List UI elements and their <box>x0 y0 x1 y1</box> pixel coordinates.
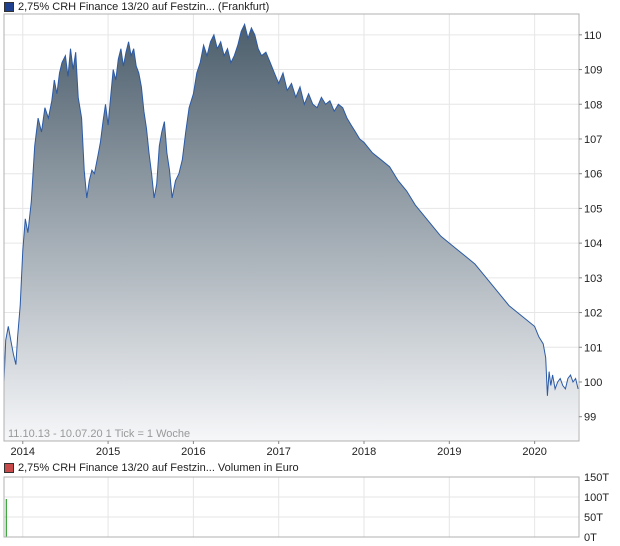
y-tick-label: 107 <box>584 134 602 146</box>
price-frame <box>3 13 580 442</box>
x-tick-label: 2015 <box>96 446 120 458</box>
y-tick-label: 108 <box>584 99 602 111</box>
x-tick-label: 2016 <box>181 446 205 458</box>
price-panel: 99 100 101 102 103 104 105 106 107 108 109 110 2014… <box>3 13 602 458</box>
y-tick-label: 105 <box>584 203 602 215</box>
volume-y-tick-label: 50T <box>584 512 603 524</box>
volume-frame <box>3 476 580 538</box>
price-x-axis: 2014 2015 2016 2017 2018 2019 2020 <box>11 441 547 458</box>
price-line <box>3 22 579 396</box>
volume-legend: 2,75% CRH Finance 13/20 auf Festzin... V… <box>4 462 299 474</box>
price-area <box>4 24 579 442</box>
volume-grid <box>4 476 579 538</box>
y-tick-label: 101 <box>584 342 602 354</box>
x-tick-label: 2017 <box>266 446 290 458</box>
price-legend: 2,75% CRH Finance 13/20 auf Festzin... (… <box>4 1 269 13</box>
volume-bars <box>5 499 7 537</box>
price-y-axis: 99 100 101 102 103 104 105 106 107 108 109 110 <box>579 30 602 424</box>
volume-y-tick-label: 150T <box>584 472 609 484</box>
volume-panel: 0T 50T 100T 150T <box>3 472 609 544</box>
y-tick-label: 106 <box>584 169 602 181</box>
y-tick-label: 110 <box>584 30 602 42</box>
volume-legend-swatch <box>4 463 14 473</box>
volume-y-tick-label: 0T <box>584 532 597 544</box>
x-tick-label: 2018 <box>352 446 376 458</box>
y-tick-label: 109 <box>584 65 602 77</box>
volume-y-axis: 0T 50T 100T 150T <box>584 472 609 544</box>
volume-y-tick-label: 100T <box>584 492 609 504</box>
x-tick-label: 2014 <box>11 446 35 458</box>
chart-period-note: 11.10.13 - 10.07.20 1 Tick = 1 Woche <box>8 428 190 440</box>
y-tick-label: 102 <box>584 308 602 320</box>
price-legend-label: 2,75% CRH Finance 13/20 auf Festzin... (… <box>18 1 270 13</box>
x-tick-label: 2019 <box>437 446 461 458</box>
y-tick-label: 104 <box>584 238 602 250</box>
volume-bar <box>5 499 7 537</box>
y-tick-label: 100 <box>584 377 602 389</box>
volume-legend-label: 2,75% CRH Finance 13/20 auf Festzin... V… <box>18 462 299 474</box>
x-tick-label: 2020 <box>522 446 546 458</box>
y-tick-label: 99 <box>584 412 596 424</box>
price-legend-swatch <box>4 2 14 12</box>
y-tick-label: 103 <box>584 273 602 285</box>
